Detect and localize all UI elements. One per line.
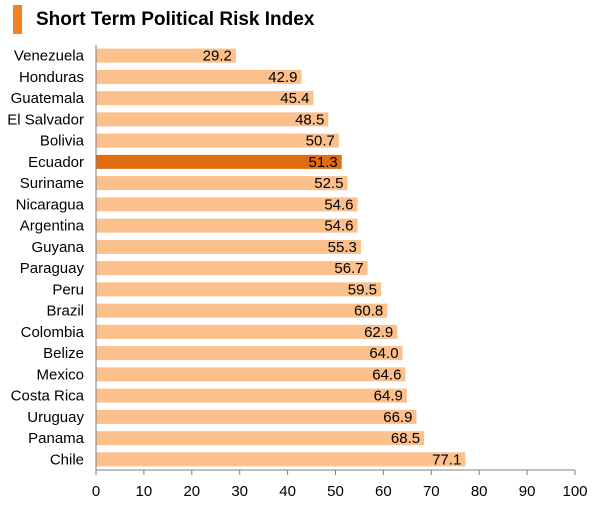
category-label: Bolivia (40, 133, 85, 150)
category-label: Brazil (46, 303, 84, 320)
bar-argentina (96, 218, 358, 233)
category-label: Nicaragua (16, 196, 85, 213)
x-tick-label: 40 (279, 483, 296, 500)
value-label: 50.7 (306, 133, 335, 150)
category-label: Guyana (31, 239, 84, 256)
category-label: Suriname (20, 175, 84, 192)
category-label: El Salvador (7, 111, 84, 128)
category-label: Belize (43, 345, 84, 362)
x-tick-label: 100 (562, 483, 587, 500)
bar-suriname (96, 176, 348, 191)
bar-uruguay (96, 409, 417, 424)
bar-belize (96, 346, 403, 361)
bar-guatemala (96, 91, 314, 106)
value-label: 64.9 (374, 388, 403, 405)
bar-paraguay (96, 261, 368, 276)
category-label: Guatemala (11, 90, 85, 107)
value-label: 42.9 (268, 69, 297, 86)
value-label: 55.3 (328, 239, 357, 256)
bar-venezuela (96, 48, 236, 63)
bar-mexico (96, 367, 406, 382)
category-label: Colombia (21, 324, 85, 341)
value-label: 48.5 (295, 111, 324, 128)
bar-bolivia (96, 133, 339, 148)
value-label: 54.6 (324, 218, 353, 235)
value-label: 60.8 (354, 303, 383, 320)
bar-ecuador (96, 154, 342, 169)
value-label: 52.5 (314, 175, 343, 192)
bar-peru (96, 282, 381, 297)
bar-panama (96, 431, 425, 446)
value-label: 64.6 (372, 366, 401, 383)
title-accent-bar (13, 5, 22, 34)
value-label: 66.9 (383, 409, 412, 426)
bar-el-salvador (96, 112, 329, 127)
category-label: Ecuador (28, 154, 84, 171)
category-label: Venezuela (14, 48, 85, 65)
value-label: 77.1 (432, 451, 461, 468)
x-tick-label: 90 (519, 483, 536, 500)
bar-nicaragua (96, 197, 358, 212)
value-label: 29.2 (203, 48, 232, 65)
category-label: Argentina (20, 218, 85, 235)
category-label: Mexico (36, 366, 84, 383)
x-tick-label: 0 (92, 483, 100, 500)
x-tick-label: 70 (423, 483, 440, 500)
category-label: Paraguay (20, 260, 85, 277)
bar-honduras (96, 69, 302, 84)
bar-brazil (96, 303, 388, 318)
category-label: Uruguay (27, 409, 84, 426)
x-tick-label: 50 (327, 483, 344, 500)
value-label: 64.0 (369, 345, 398, 362)
category-label: Peru (52, 281, 84, 298)
bar-costa-rica (96, 388, 407, 403)
category-label: Chile (50, 451, 84, 468)
x-tick-label: 10 (136, 483, 153, 500)
x-tick-label: 30 (231, 483, 248, 500)
value-label: 45.4 (280, 90, 309, 107)
value-label: 59.5 (348, 281, 377, 298)
x-tick-label: 20 (183, 483, 200, 500)
bar-guyana (96, 239, 361, 254)
bar-chile (96, 452, 466, 467)
bar-colombia (96, 324, 398, 339)
category-label: Costa Rica (11, 388, 85, 405)
category-label: Panama (28, 430, 85, 447)
chart-title: Short Term Political Risk Index (36, 9, 315, 30)
value-label: 56.7 (334, 260, 363, 277)
value-label: 62.9 (364, 324, 393, 341)
value-label: 54.6 (324, 196, 353, 213)
x-tick-label: 80 (471, 483, 488, 500)
value-label: 51.3 (309, 154, 338, 171)
x-tick-label: 60 (375, 483, 392, 500)
value-label: 68.5 (391, 430, 420, 447)
category-label: Honduras (19, 69, 84, 86)
